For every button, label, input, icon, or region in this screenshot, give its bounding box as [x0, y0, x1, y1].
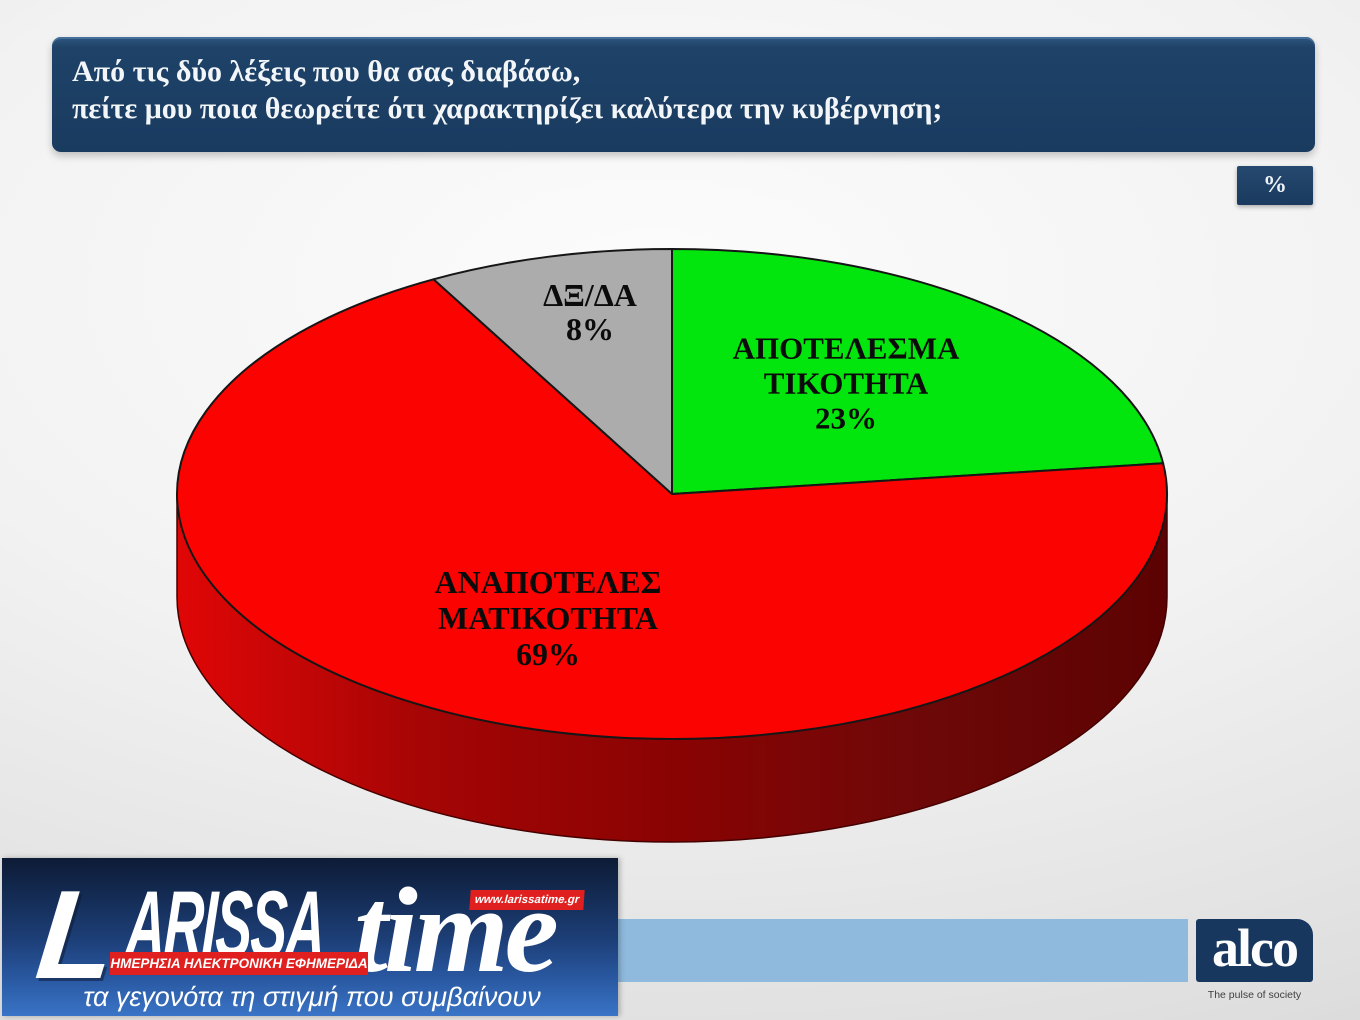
slice-label-line: 69% [516, 636, 580, 672]
slice-label-line: ΤΙΚΟΤΗΤΑ [763, 365, 929, 401]
slice-label-ineffectiveness: ΑΝΑΠΟΤΕΛΕΣ ΜΑΤΙΚΟΤΗΤΑ 69% [435, 564, 662, 672]
slice-label-effectiveness: ΑΠΟΤΕΛΕΣΜΑ ΤΙΚΟΤΗΤΑ 23% [733, 331, 960, 436]
question-line-2: πείτε μου ποια θεωρείτε ότι χαρακτηρίζει… [72, 92, 943, 125]
larissatime-subtitle-strip: ΗΜΕΡΗΣΙΑ ΗΛΕΚΤΡΟΝΙΚΗ ΕΦΗΜΕΡΙΔΑ [110, 952, 368, 975]
slice-label-dk-da: ΔΞ/ΔΑ 8% [543, 278, 637, 346]
slice-label-line: ΑΠΟΤΕΛΕΣΜΑ [732, 330, 960, 366]
alco-tagline: The pulse of society [1207, 989, 1302, 1001]
larissatime-url-badge: www.larissatime.gr [469, 890, 585, 910]
alco-logo: alco [1196, 918, 1313, 982]
slice-label-line: ΔΞ/ΔΑ [543, 277, 637, 313]
larissatime-time: time [354, 863, 559, 998]
larissatime-letter-l: L [30, 864, 123, 1005]
pie-slice-1 [176, 278, 1168, 740]
percent-unit-badge: % [1237, 166, 1313, 205]
slice-label-line: ΜΑΤΙΚΟΤΗΤΑ [438, 600, 658, 636]
slice-label-line: 8% [565, 311, 614, 347]
footer-band [604, 919, 1188, 982]
question-line-1: Από τις δύο λέξεις που θα σας διαβάσω, [72, 55, 581, 88]
larissatime-logo: L ARISSA time www.larissatime.gr ΗΜΕΡΗΣΙ… [2, 858, 618, 1016]
pie-slice-0 [671, 248, 1165, 495]
question-header: Από τις δύο λέξεις που θα σας διαβάσω, π… [52, 37, 1315, 152]
slice-label-line: 23% [815, 400, 877, 436]
pie-slice-2 [432, 248, 673, 495]
larissatime-tagline: τα γεγονότα τη στιγμή που συμβαίνουν [83, 982, 541, 1012]
slice-label-line: ΑΝΑΠΟΤΕΛΕΣ [434, 564, 662, 600]
